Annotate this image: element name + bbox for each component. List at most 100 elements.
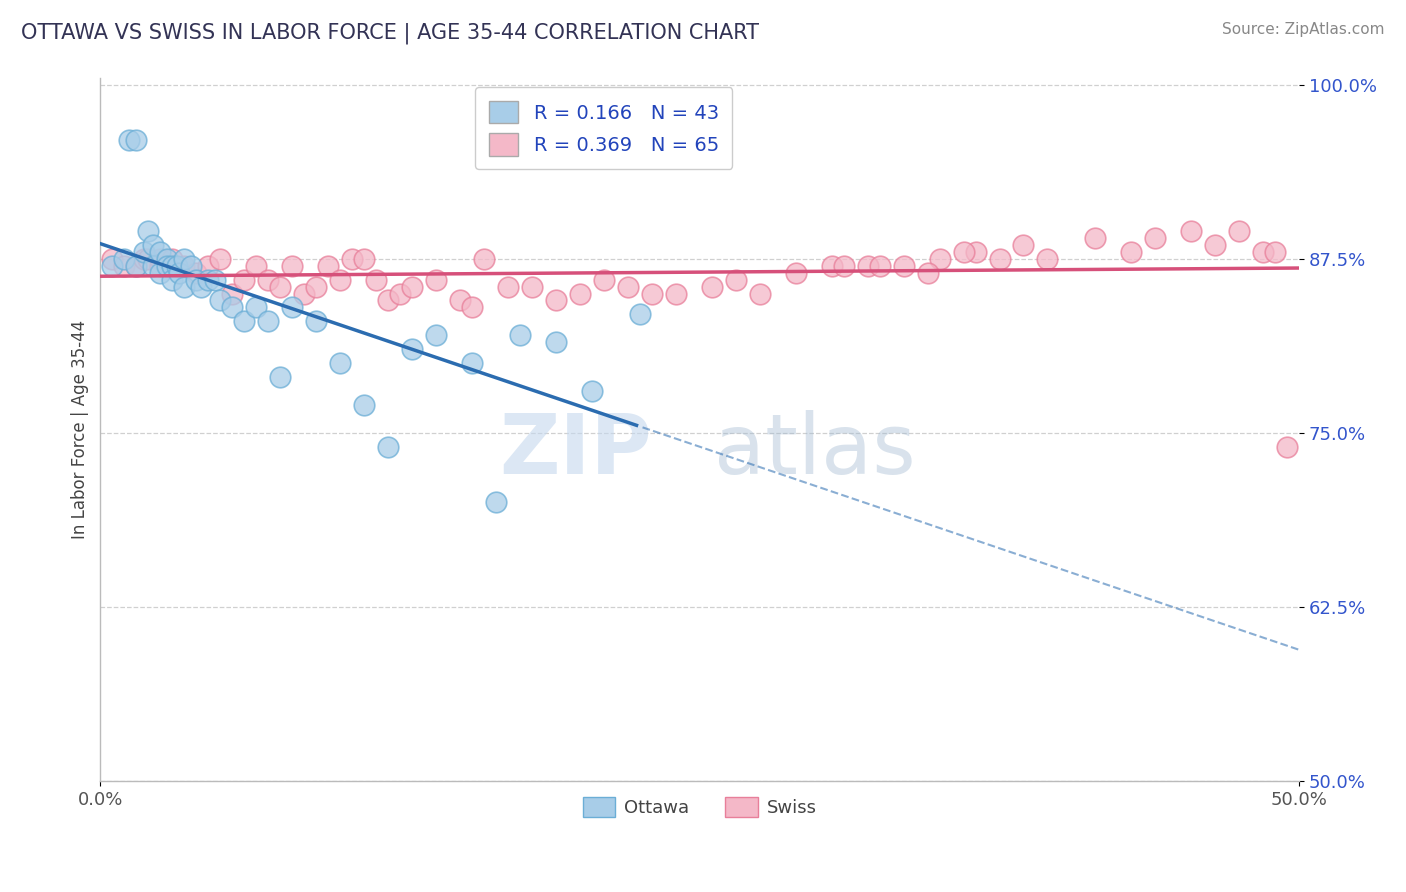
Point <box>1012 237 1035 252</box>
Point <box>1204 237 1226 252</box>
Point <box>190 279 212 293</box>
Point <box>209 252 232 266</box>
Point <box>425 272 447 286</box>
Point <box>329 272 352 286</box>
Point <box>377 293 399 308</box>
Point <box>142 259 165 273</box>
Point <box>149 266 172 280</box>
Point <box>245 301 267 315</box>
Point <box>132 252 155 266</box>
Point <box>204 272 226 286</box>
Point <box>101 259 124 273</box>
Point <box>269 370 291 384</box>
Point <box>485 495 508 509</box>
Point <box>281 301 304 315</box>
Point <box>965 244 987 259</box>
Point <box>377 440 399 454</box>
Text: atlas: atlas <box>714 410 915 491</box>
Point <box>125 259 148 273</box>
Point <box>136 224 159 238</box>
Point <box>292 286 315 301</box>
Point <box>1264 244 1286 259</box>
Point <box>1251 244 1274 259</box>
Point <box>785 266 807 280</box>
Point <box>149 244 172 259</box>
Point <box>233 272 256 286</box>
Point <box>353 252 375 266</box>
Point <box>496 279 519 293</box>
Point <box>401 279 423 293</box>
Point <box>952 244 974 259</box>
Point <box>112 259 135 273</box>
Point <box>988 252 1011 266</box>
Point <box>1084 231 1107 245</box>
Point <box>169 266 191 280</box>
Point <box>869 259 891 273</box>
Point <box>305 314 328 328</box>
Point <box>180 259 202 273</box>
Point <box>353 398 375 412</box>
Point <box>1227 224 1250 238</box>
Point <box>149 252 172 266</box>
Point <box>173 279 195 293</box>
Point <box>364 272 387 286</box>
Point <box>166 259 188 273</box>
Point <box>125 133 148 147</box>
Point <box>724 272 747 286</box>
Point <box>156 259 179 273</box>
Point <box>401 343 423 357</box>
Point <box>832 259 855 273</box>
Point <box>1121 244 1143 259</box>
Point <box>665 286 688 301</box>
Point <box>893 259 915 273</box>
Point <box>389 286 412 301</box>
Point <box>197 272 219 286</box>
Point <box>544 293 567 308</box>
Point <box>509 328 531 343</box>
Point <box>1036 252 1059 266</box>
Point <box>125 259 148 273</box>
Point <box>1144 231 1167 245</box>
Point <box>149 259 172 273</box>
Point <box>118 133 141 147</box>
Point <box>748 286 770 301</box>
Point <box>209 293 232 308</box>
Point <box>221 301 243 315</box>
Point <box>544 335 567 350</box>
Legend: Ottawa, Swiss: Ottawa, Swiss <box>575 789 824 825</box>
Point <box>233 314 256 328</box>
Point <box>101 252 124 266</box>
Point <box>520 279 543 293</box>
Point <box>1180 224 1202 238</box>
Point <box>821 259 844 273</box>
Point <box>245 259 267 273</box>
Point <box>162 272 184 286</box>
Point <box>461 301 484 315</box>
Point <box>472 252 495 266</box>
Text: ZIP: ZIP <box>499 410 652 491</box>
Point <box>461 356 484 370</box>
Text: Source: ZipAtlas.com: Source: ZipAtlas.com <box>1222 22 1385 37</box>
Point <box>112 252 135 266</box>
Point <box>316 259 339 273</box>
Point <box>257 272 280 286</box>
Point <box>156 252 179 266</box>
Point <box>1277 440 1299 454</box>
Point <box>449 293 471 308</box>
Point <box>641 286 664 301</box>
Point <box>186 272 208 286</box>
Point <box>221 286 243 301</box>
Point <box>425 328 447 343</box>
Text: OTTAWA VS SWISS IN LABOR FORCE | AGE 35-44 CORRELATION CHART: OTTAWA VS SWISS IN LABOR FORCE | AGE 35-… <box>21 22 759 44</box>
Point <box>329 356 352 370</box>
Point <box>700 279 723 293</box>
Point <box>142 237 165 252</box>
Point <box>568 286 591 301</box>
Point <box>197 259 219 273</box>
Point <box>132 244 155 259</box>
Point <box>581 384 603 398</box>
Point <box>628 307 651 321</box>
Point <box>917 266 939 280</box>
Point <box>173 259 195 273</box>
Point <box>305 279 328 293</box>
